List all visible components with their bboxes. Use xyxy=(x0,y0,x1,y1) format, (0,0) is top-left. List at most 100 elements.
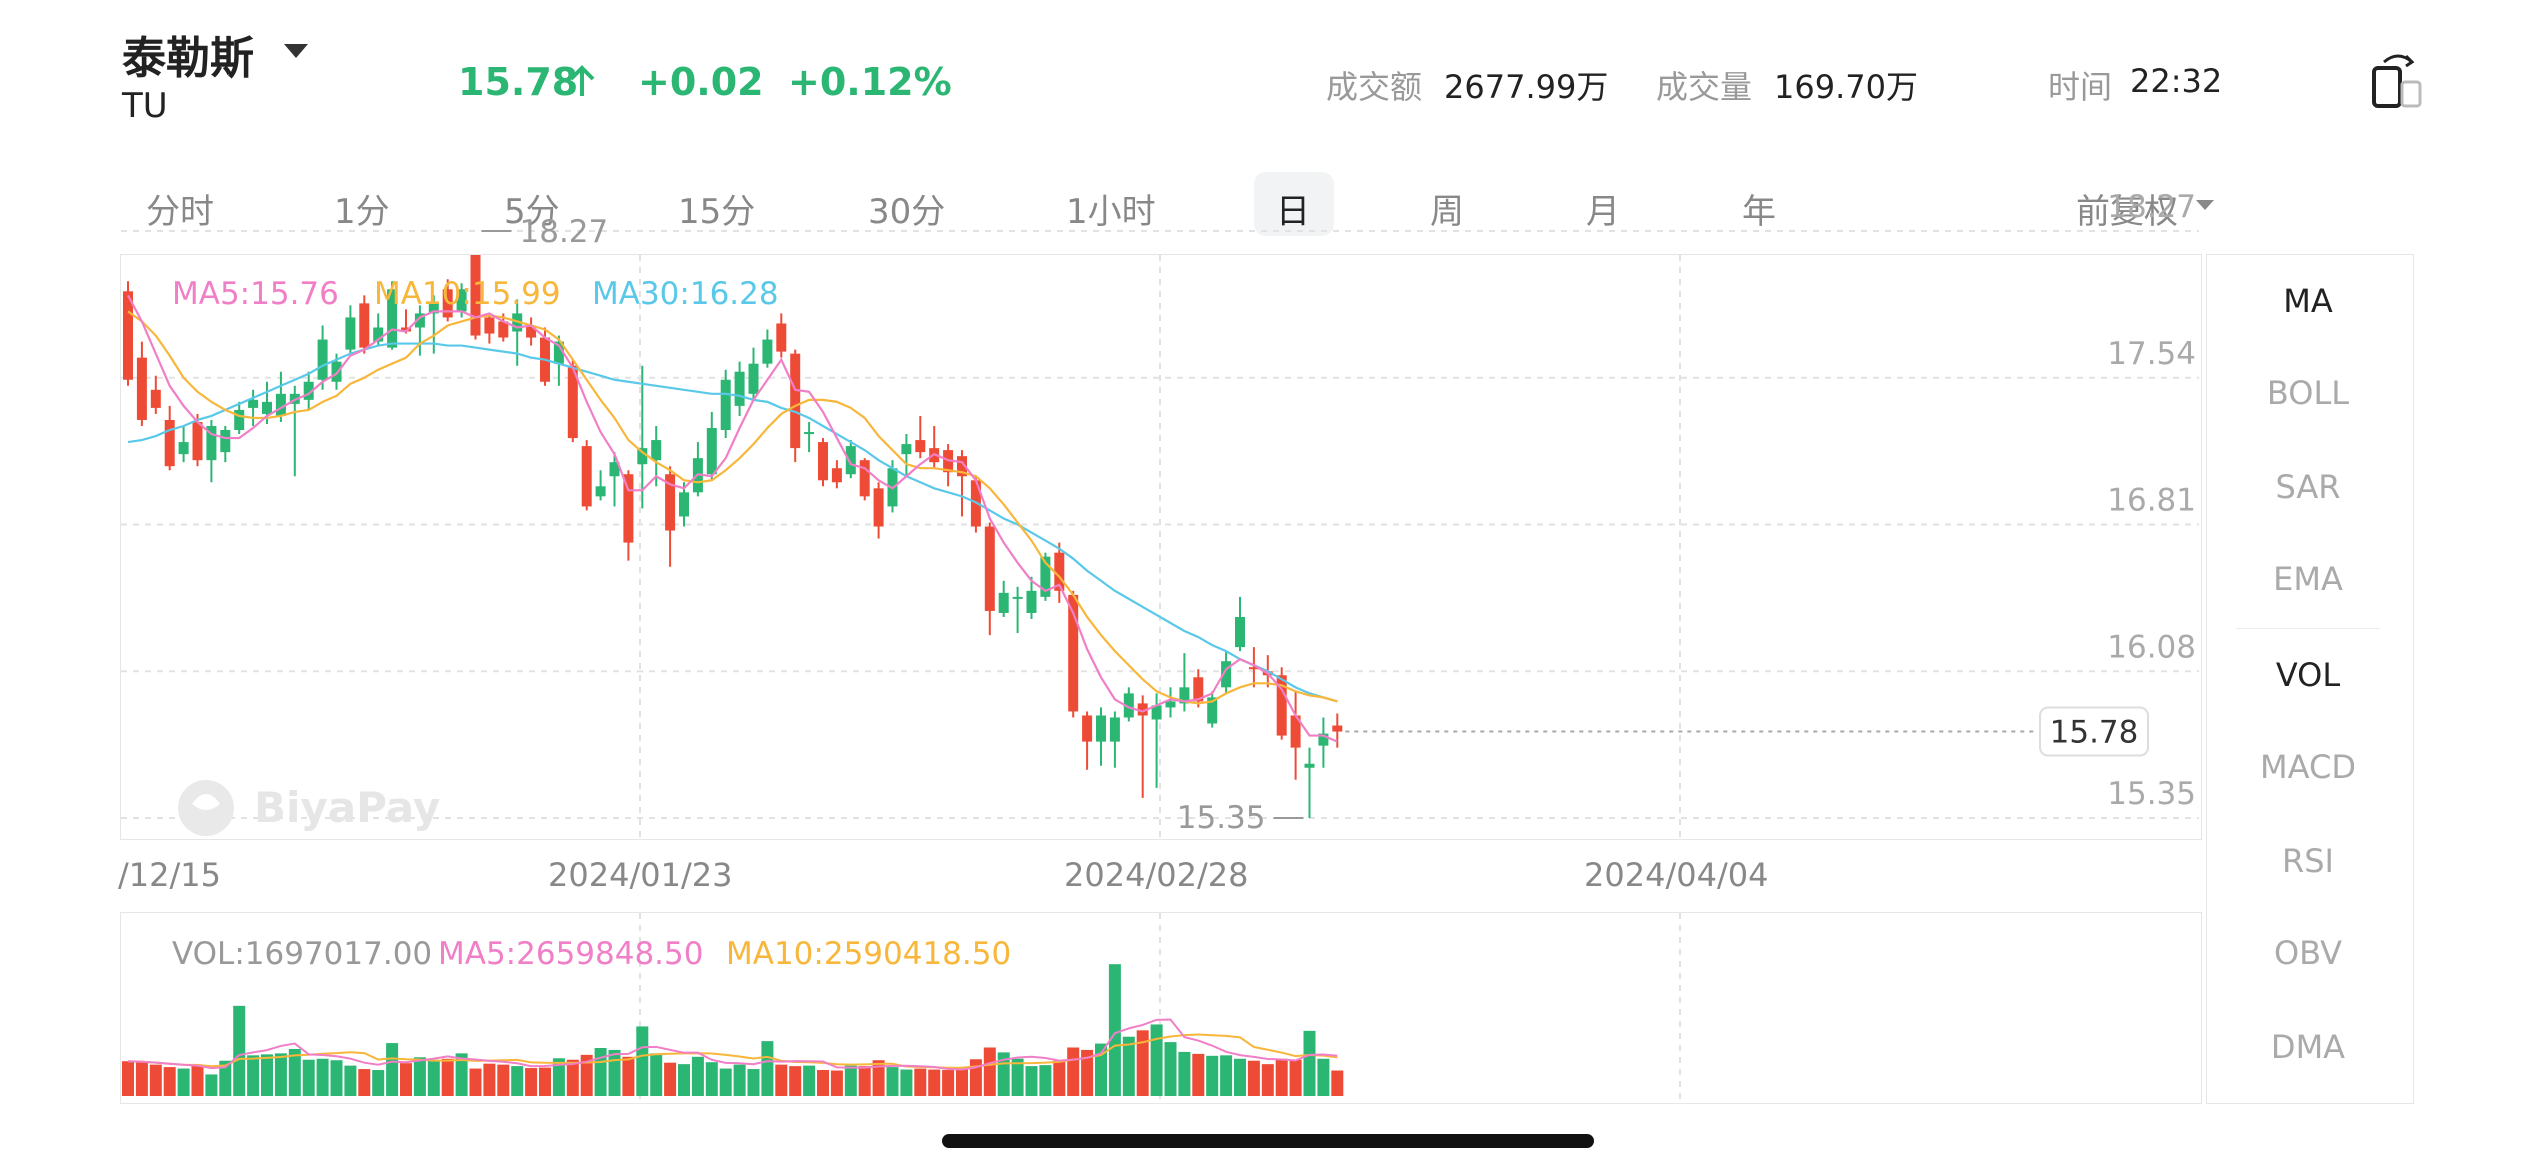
indicator-ema[interactable]: EMA xyxy=(2273,560,2343,598)
ma-lines xyxy=(127,294,1338,743)
time-value: 22:32 xyxy=(2130,62,2223,100)
volume-bar xyxy=(858,1066,871,1096)
price-grid xyxy=(121,230,2199,837)
tab-1min[interactable]: 1分 xyxy=(334,192,390,232)
candle-body xyxy=(1318,733,1329,746)
candle-body xyxy=(818,442,828,481)
caret-down-icon[interactable] xyxy=(284,44,308,58)
tab-30min[interactable]: 30分 xyxy=(868,192,946,232)
candle-body xyxy=(790,353,801,449)
volume-bar xyxy=(636,1026,649,1096)
candle-body xyxy=(1276,675,1287,736)
tab-week[interactable]: 周 xyxy=(1430,192,1464,232)
indicator-rsi[interactable]: RSI xyxy=(2282,842,2334,880)
stock-name[interactable]: 泰勒斯 xyxy=(122,33,254,84)
volume-bar xyxy=(719,1068,732,1096)
candle-body xyxy=(123,291,133,380)
price-markers: 18.27 15.35 15.78 xyxy=(481,214,2149,836)
volume-bar xyxy=(886,1067,899,1096)
volume-bar xyxy=(1247,1060,1260,1096)
candle-body xyxy=(1012,596,1023,599)
volume-bar xyxy=(761,1041,774,1096)
candle-body xyxy=(553,341,564,364)
volume-bar xyxy=(872,1060,885,1096)
legend-ma30: MA30:16.28 xyxy=(592,276,779,312)
tab-year[interactable]: 年 xyxy=(1742,192,1776,232)
low-marker-label: 15.35 xyxy=(1177,800,1266,836)
volume-bar xyxy=(274,1053,287,1096)
candle-body xyxy=(748,363,759,394)
volume-bar xyxy=(1178,1051,1191,1096)
candle-body xyxy=(581,446,592,507)
volume-bar xyxy=(664,1062,677,1096)
volume-bar xyxy=(539,1067,551,1096)
volume-bar xyxy=(928,1069,941,1096)
candle-body xyxy=(262,401,272,414)
volume-bar xyxy=(386,1043,399,1096)
candle-body xyxy=(679,492,689,517)
indicator-dma[interactable]: DMA xyxy=(2270,1028,2346,1066)
date-tick: /12/15 xyxy=(118,856,221,894)
indicator-ma[interactable]: MA xyxy=(2283,282,2333,320)
legend-ma10: MA10:15.99 xyxy=(374,276,561,312)
price-chart-panel[interactable] xyxy=(120,254,2202,840)
candle-body xyxy=(234,409,245,431)
candle-body xyxy=(470,255,481,336)
candle-body xyxy=(1040,556,1051,597)
turnover-label: 成交额 xyxy=(1326,68,1423,106)
last-price: 15.78 xyxy=(458,60,579,104)
tab-1hour[interactable]: 1小时 xyxy=(1066,192,1156,232)
vol-ma5-line xyxy=(127,1018,1338,1071)
indicator-macd[interactable]: MACD xyxy=(2260,748,2356,786)
volume-bar xyxy=(413,1057,426,1096)
volume-bar xyxy=(247,1055,260,1096)
price-tick: 16.08 xyxy=(2107,629,2196,665)
candle-body xyxy=(1151,705,1162,720)
indicator-boll[interactable]: BOLL xyxy=(2266,374,2350,412)
volume-bar xyxy=(789,1066,802,1096)
candle-body xyxy=(373,327,384,342)
watermark-text: BiyaPay xyxy=(254,783,440,832)
volume-bar xyxy=(1331,1070,1344,1096)
volume-bar xyxy=(608,1049,621,1096)
candle-body xyxy=(831,468,842,483)
ma30-line xyxy=(127,342,1338,703)
caret-down-icon[interactable] xyxy=(2196,200,2214,210)
volume-bar xyxy=(1150,1024,1163,1096)
volume-bar xyxy=(1095,1043,1107,1096)
candle-body xyxy=(359,303,370,348)
indicator-sar[interactable]: SAR xyxy=(2275,468,2341,506)
tab-15min[interactable]: 15分 xyxy=(678,192,756,232)
home-indicator[interactable] xyxy=(942,1134,1594,1148)
volume-bar xyxy=(316,1058,329,1096)
candle-body xyxy=(1054,552,1065,591)
volume-bar xyxy=(191,1065,204,1096)
indicator-obv[interactable]: OBV xyxy=(2273,934,2343,972)
tab-intraday[interactable]: 分时 xyxy=(146,192,214,232)
last-price-label: 15.78 xyxy=(2050,715,2139,751)
volume-bar xyxy=(817,1070,829,1096)
volume-bar xyxy=(177,1068,190,1096)
price-adjust-select[interactable]: 前复权 xyxy=(2076,192,2178,232)
volume-chart-panel[interactable] xyxy=(120,912,2202,1104)
volume-bar xyxy=(1011,1058,1024,1096)
volume-bar xyxy=(775,1064,788,1096)
tab-month[interactable]: 月 xyxy=(1586,192,1620,232)
volume-bar xyxy=(427,1059,440,1096)
volume-bar xyxy=(469,1068,482,1096)
candle-body xyxy=(873,488,884,527)
tab-5min[interactable]: 5分 xyxy=(504,192,560,232)
volume-bar xyxy=(205,1074,218,1096)
tab-day[interactable]: 日 xyxy=(1276,192,1310,232)
legend-vol-ma10: MA10:2590418.50 xyxy=(726,936,1012,972)
candle-body xyxy=(136,357,147,420)
volume-bar xyxy=(1234,1058,1246,1096)
indicator-vol[interactable]: VOL xyxy=(2275,656,2341,694)
volume-bar xyxy=(1081,1049,1094,1096)
candle-body xyxy=(1332,725,1343,732)
rotate-screen-icon[interactable] xyxy=(2370,48,2424,110)
candle-body xyxy=(1137,703,1148,716)
volume-bar xyxy=(497,1064,510,1096)
candle-body xyxy=(651,440,662,461)
